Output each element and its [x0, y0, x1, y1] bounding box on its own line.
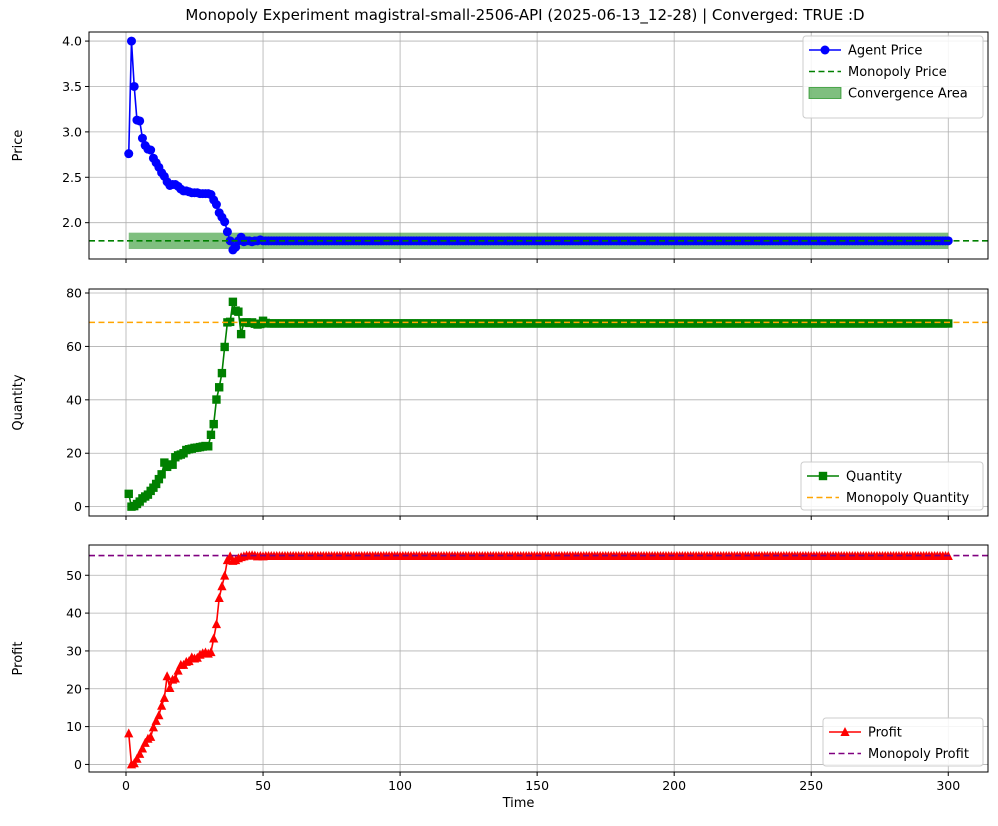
y-tick-label: 10	[66, 719, 82, 734]
panel-price: 2.0 2.5 3.0 3.5 4.0 Price Agent Price Monopoly …	[11, 31, 989, 263]
y-tick-label: 40	[66, 392, 82, 407]
data-point-quantity	[154, 474, 164, 484]
data-point-profit	[148, 722, 159, 732]
panel-quantity: 0 20 40 60 80 Quantity Quantity Monopoly Quanti…	[11, 286, 989, 520]
data-point-profit	[135, 748, 145, 758]
y-tick-label: 3.0	[62, 124, 82, 139]
data-point-price	[146, 145, 156, 155]
data-point-quantity	[160, 458, 169, 467]
x-tick-label: 150	[525, 778, 549, 793]
data-point-profit	[170, 673, 180, 683]
legend-label: Quantity	[846, 470, 902, 485]
y-tick-label: 20	[66, 681, 82, 696]
data-point-quantity	[151, 479, 161, 489]
axes-frame	[88, 544, 989, 773]
legend-label: Agent Price	[848, 44, 922, 59]
x-tick-label: 300	[936, 778, 960, 793]
legend-price: Agent Price Monopoly Price Convergence Are…	[802, 35, 984, 119]
data-point-price	[222, 227, 232, 237]
data-point-quantity	[168, 460, 177, 469]
data-point-profit	[146, 731, 156, 741]
data-point-profit	[157, 700, 167, 710]
legend-profit: Profit Monopoly Profit	[822, 717, 984, 767]
data-point-price	[129, 81, 139, 91]
data-point-price	[220, 217, 230, 227]
x-tick-label: 50	[255, 778, 271, 793]
data-point-quantity	[236, 329, 246, 339]
y-tick-label: 80	[66, 286, 82, 301]
legend-swatch	[808, 87, 842, 99]
data-point-profit	[209, 633, 219, 643]
data-point-price	[124, 149, 134, 159]
data-point-price	[135, 116, 145, 126]
y-axis-label: Price	[11, 130, 26, 162]
data-point-price	[225, 236, 235, 246]
y-tick-label: 2.0	[62, 215, 82, 230]
data-point-price	[126, 36, 136, 46]
y-tick-label: 30	[66, 643, 82, 658]
y-tick-label: 50	[66, 568, 82, 583]
data-point-quantity	[225, 317, 235, 327]
y-axis-label: Quantity	[11, 374, 26, 430]
data-point-profit	[206, 647, 216, 657]
x-tick-label: 250	[799, 778, 823, 793]
data-point-profit	[173, 665, 183, 675]
data-point-quantity	[204, 442, 213, 451]
data-point-quantity	[212, 395, 221, 404]
x-tick-label: 0	[122, 778, 130, 793]
data-point-quantity	[209, 419, 218, 429]
data-point-profit	[211, 619, 222, 629]
y-tick-label: 20	[66, 446, 82, 461]
y-tick-label: 60	[66, 339, 82, 354]
data-point-quantity	[228, 297, 238, 307]
y-tick-label: 0	[74, 757, 82, 772]
x-tick-label: 200	[662, 778, 686, 793]
data-point-quantity	[220, 342, 229, 352]
data-point-profit	[137, 743, 148, 753]
data-point-profit	[214, 592, 224, 602]
data-point-profit	[132, 753, 142, 763]
legend-label: Monopoly Quantity	[846, 491, 969, 506]
legend-label: Convergence Area	[848, 87, 968, 102]
data-point-profit	[124, 728, 134, 738]
legend-marker	[840, 727, 850, 736]
data-point-quantity	[124, 489, 133, 499]
data-point-profit	[162, 671, 172, 681]
legend-quantity: Quantity Monopoly Quantity	[800, 461, 984, 511]
y-tick-label: 4.0	[62, 34, 82, 49]
data-point-profit	[159, 692, 169, 702]
y-tick-label: 0	[74, 499, 82, 514]
data-point-profit	[220, 570, 230, 580]
legend-label: Monopoly Profit	[868, 747, 969, 762]
data-point-profit	[165, 683, 175, 693]
data-point-quantity	[157, 470, 166, 479]
data-point-price	[211, 200, 221, 210]
data-point-profit	[151, 715, 161, 725]
axes-frame	[88, 31, 989, 260]
x-axis-label: Time	[502, 796, 535, 811]
panel-profit: 0 10 20 30 40 50 0 50 100 150 200 250 300 Profit Time P…	[11, 544, 989, 811]
data-point-quantity	[206, 430, 216, 440]
data-point-profit	[217, 581, 227, 591]
data-point-quantity	[234, 307, 243, 316]
y-tick-label: 40	[66, 606, 82, 621]
legend-marker	[818, 471, 828, 481]
y-tick-label: 2.5	[62, 170, 82, 185]
figure-title: Monopoly Experiment magistral-small-2506…	[185, 6, 865, 24]
x-tick-label: 100	[388, 778, 412, 793]
legend-marker	[820, 45, 830, 55]
y-tick-label: 3.5	[62, 79, 82, 94]
axes-frame	[88, 288, 989, 517]
data-point-profit	[154, 710, 164, 720]
legend-label: Monopoly Price	[848, 65, 947, 80]
data-point-quantity	[214, 383, 224, 392]
data-point-quantity	[944, 319, 953, 328]
data-point-quantity	[217, 368, 227, 378]
y-axis-label: Profit	[11, 642, 26, 676]
legend-label: Profit	[868, 726, 902, 741]
data-point-profit	[129, 758, 139, 768]
data-point-price	[137, 133, 147, 143]
